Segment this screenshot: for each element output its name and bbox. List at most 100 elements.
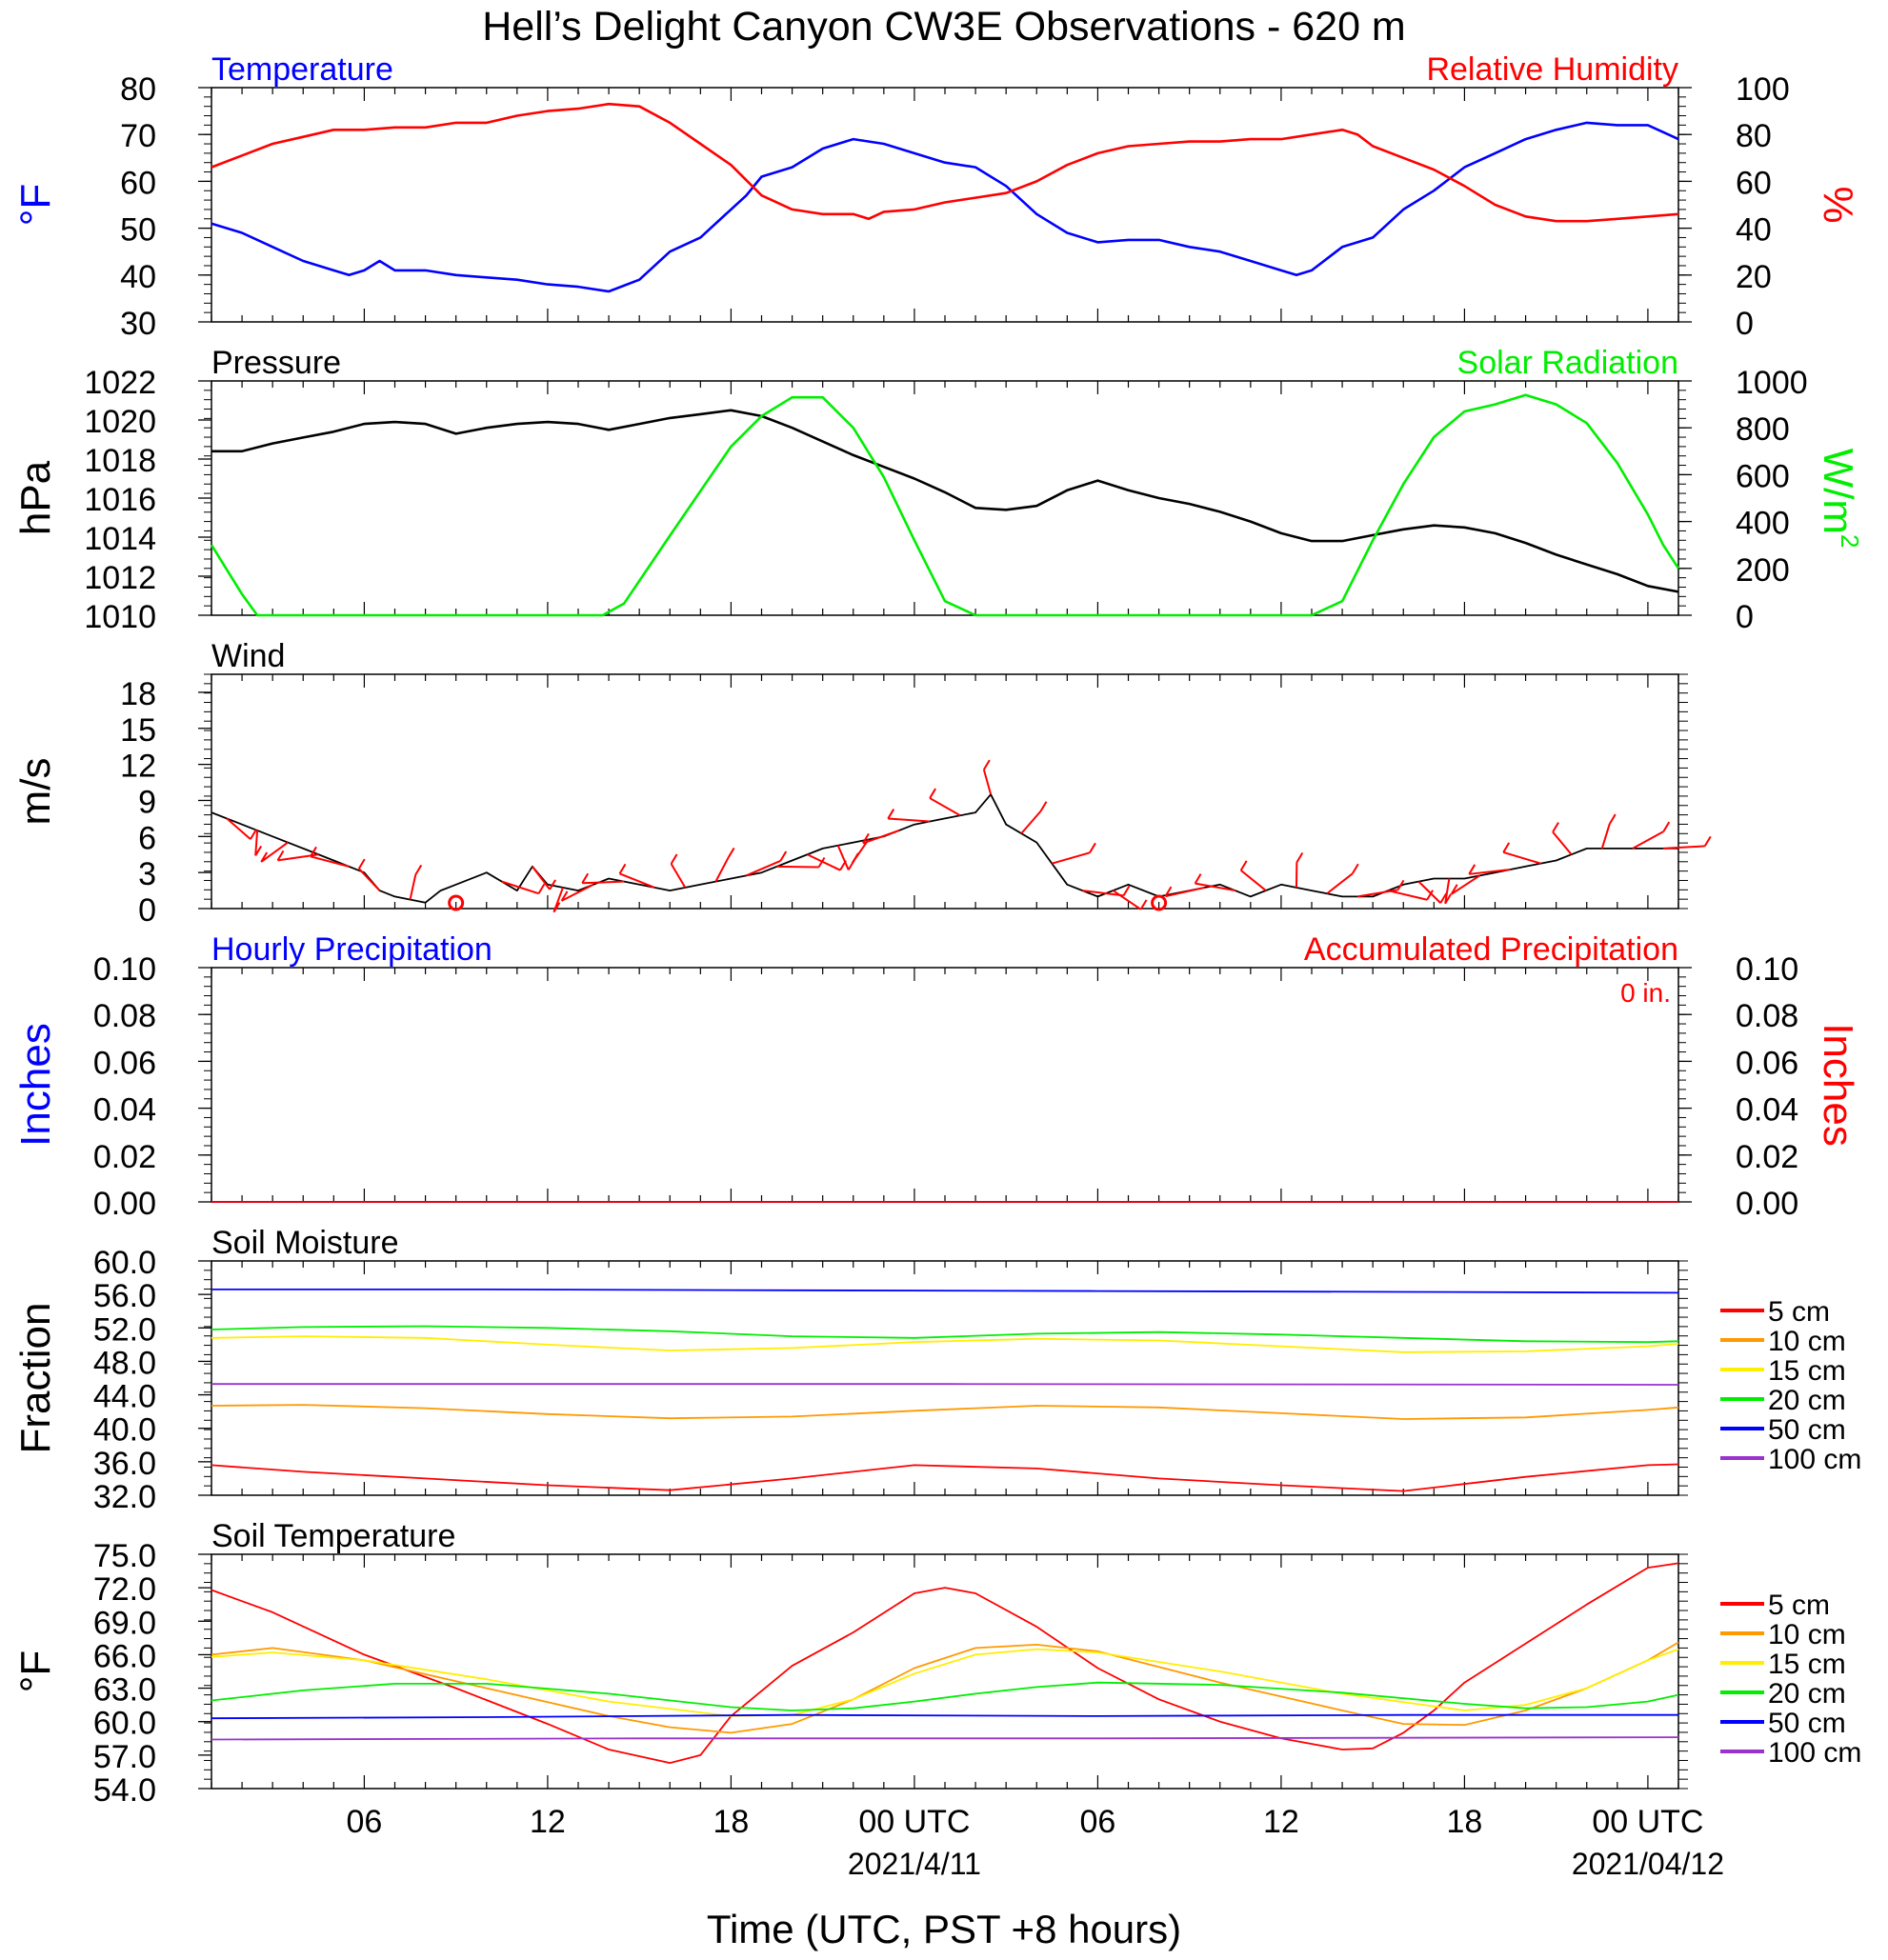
plot-frame xyxy=(211,967,1679,1203)
panel-soil_moisture: 32.036.040.044.048.052.056.060.0 Soil Moi… xyxy=(12,1225,1861,1515)
y-tick-label: 1012 xyxy=(84,560,156,596)
y-tick-label: 44.0 xyxy=(93,1379,156,1415)
wind-barb xyxy=(561,883,594,902)
panel-left-title: Soil Moisture xyxy=(211,1225,399,1261)
wind-barb xyxy=(862,830,900,845)
x-date-label: 2021/04/12 xyxy=(1572,1847,1724,1881)
wind-barb xyxy=(1240,870,1267,891)
wind-barb xyxy=(1552,830,1573,855)
y-axis-label-right: % xyxy=(1815,186,1861,223)
wind-barb-flag xyxy=(1139,899,1148,910)
y-tick-label: 9 xyxy=(138,784,156,820)
wind-barb-flag xyxy=(1239,860,1248,871)
wind-barb-flag xyxy=(1194,873,1202,885)
wind-barb xyxy=(1326,872,1354,895)
wind-barb-flag xyxy=(1608,813,1617,825)
wind-barb xyxy=(409,874,417,900)
legend-label: 15 cm xyxy=(1768,1355,1846,1387)
x-date-label: 2021/4/11 xyxy=(848,1847,981,1881)
wind-barb xyxy=(746,860,781,877)
y-tick-label: 1022 xyxy=(84,365,156,401)
wind-barb-flag xyxy=(1122,885,1131,896)
wind-barb-flag xyxy=(276,850,285,861)
legend-label: 50 cm xyxy=(1768,1414,1846,1446)
wind-barb-flag xyxy=(929,788,936,799)
y-tick-label: 20 xyxy=(1736,259,1772,295)
y-tick-label: 0.00 xyxy=(93,1186,156,1222)
y-tick-label: 400 xyxy=(1736,506,1790,542)
wind-barb xyxy=(260,841,289,863)
series-line-soil_moisture-0 xyxy=(211,1463,1679,1492)
wind-barb-flag xyxy=(1396,879,1405,890)
y-tick-label: 70 xyxy=(120,118,156,154)
legend-label: 5 cm xyxy=(1768,1296,1830,1328)
series-line-soil_moisture-5 xyxy=(211,1383,1679,1386)
panel-right-title: Relative Humidity xyxy=(1426,51,1678,88)
wind-barb xyxy=(254,830,259,856)
y-tick-label: 12 xyxy=(120,749,156,785)
series-line-pressure_solar-1 xyxy=(210,393,1680,617)
y-tick-label: 0.00 xyxy=(1736,1186,1798,1222)
plot-frame xyxy=(211,1260,1679,1496)
panel-right-title: Solar Radiation xyxy=(1457,345,1678,381)
wind-barb xyxy=(1469,869,1511,875)
wind-barb-flag xyxy=(1468,864,1476,875)
wind-barb-flag xyxy=(670,853,678,865)
wind-barb xyxy=(501,880,539,895)
x-tick-label: 06 xyxy=(347,1804,383,1840)
legend-label: 100 cm xyxy=(1768,1444,1861,1475)
wind-barb xyxy=(582,880,625,885)
y-tick-label: 0 xyxy=(138,892,156,929)
wind-barb xyxy=(1444,878,1451,904)
panel-left-title: Hourly Precipitation xyxy=(211,931,492,968)
plot-frame xyxy=(211,87,1679,323)
wind-barb-flag xyxy=(983,759,991,770)
y-axis-label-right: W/m2 xyxy=(1815,449,1864,549)
wind-barb-flag xyxy=(862,832,870,844)
wind-barb-flag xyxy=(1426,890,1435,901)
y-tick-label: 0.06 xyxy=(93,1045,156,1081)
wind-barb-flag xyxy=(414,864,423,875)
wind-barb xyxy=(776,865,819,869)
series-line-temp_rh-0 xyxy=(211,121,1679,293)
y-tick-label: 600 xyxy=(1736,458,1790,494)
legend-label: 5 cm xyxy=(1768,1590,1830,1621)
y-tick-label: 50 xyxy=(120,212,156,249)
wind-barb-flag xyxy=(852,852,859,864)
wind-barb-flag xyxy=(537,883,546,894)
y-axis-label-left: m/s xyxy=(12,758,59,826)
series-line-soil_moisture-4 xyxy=(211,1289,1679,1294)
y-tick-label: 0.08 xyxy=(1736,998,1798,1034)
wind-barb xyxy=(836,845,850,870)
wind-barb-flag xyxy=(1662,821,1671,832)
wind-barb-flag xyxy=(779,850,788,862)
y-tick-label: 66.0 xyxy=(93,1638,156,1674)
x-tick-label: 12 xyxy=(1263,1804,1299,1840)
series-line-soil_temperature-0 xyxy=(211,1562,1679,1764)
legend-label: 50 cm xyxy=(1768,1708,1846,1739)
wind-barb-flag xyxy=(817,857,826,869)
y-tick-label: 80 xyxy=(120,71,156,108)
series-line-soil_temperature-4 xyxy=(211,1713,1678,1720)
series-line-soil_temperature-3 xyxy=(211,1681,1679,1711)
y-tick-label: 0.02 xyxy=(93,1139,156,1175)
legend-label: 20 cm xyxy=(1768,1385,1846,1416)
y-tick-label: 0.10 xyxy=(1736,951,1798,988)
y-tick-label: 1020 xyxy=(84,404,156,440)
y-axis-label-left: °F xyxy=(12,1650,59,1692)
y-axis-label-right: Inches xyxy=(1815,1023,1861,1147)
panel-left-title: Pressure xyxy=(211,345,341,381)
wind-barb-flag xyxy=(549,879,556,890)
y-tick-label: 48.0 xyxy=(93,1345,156,1381)
wind-barb-flag xyxy=(250,829,257,840)
wind-barb xyxy=(982,769,993,795)
x-tick-label: 00 UTC xyxy=(1592,1804,1703,1840)
wind-barb-flag xyxy=(581,872,590,884)
wind-barb-flag xyxy=(1703,835,1712,847)
y-axis-label-superscript: 2 xyxy=(1836,534,1864,548)
wind-barb-flag xyxy=(727,847,735,858)
wind-barb xyxy=(1195,882,1235,892)
